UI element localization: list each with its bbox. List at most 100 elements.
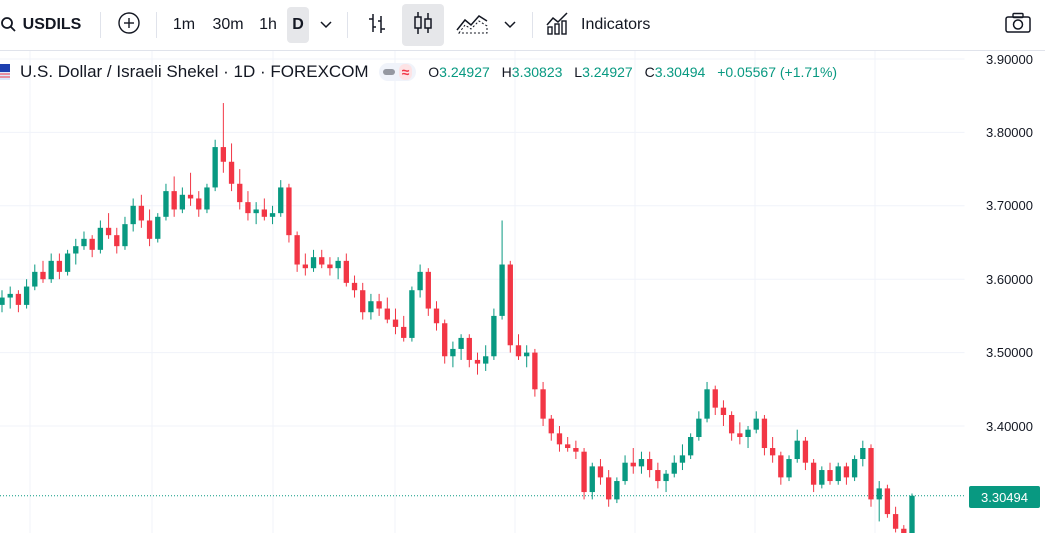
interval-d[interactable]: D xyxy=(287,7,309,43)
area-chart-button[interactable] xyxy=(452,0,492,50)
candle xyxy=(425,268,431,316)
market-status-pill[interactable]: ≈ xyxy=(378,63,417,81)
candle-body xyxy=(827,470,833,482)
candle-body xyxy=(868,448,874,500)
candle xyxy=(228,143,235,192)
chart-type-dropdown-button[interactable] xyxy=(498,0,522,50)
candle-body xyxy=(589,466,595,493)
interval-30m[interactable]: 30m xyxy=(212,16,244,33)
candle-body xyxy=(40,271,46,280)
candle xyxy=(335,257,341,280)
add-symbol-button[interactable] xyxy=(112,0,146,50)
candle-body xyxy=(851,459,858,478)
candle-body xyxy=(483,356,489,364)
candle-body xyxy=(97,227,104,250)
candle xyxy=(171,176,177,217)
symbol-search-button[interactable]: USDILS xyxy=(0,0,86,50)
candle-body xyxy=(171,191,177,210)
candle-body xyxy=(556,433,563,445)
candle-body xyxy=(302,264,308,269)
price-axis-label: 3.60000 xyxy=(986,272,1033,287)
chevron-down-icon xyxy=(320,16,332,34)
candle-body xyxy=(810,462,817,485)
candle xyxy=(384,297,390,324)
candle xyxy=(868,444,874,507)
last-price-tag: 3.30494 xyxy=(969,486,1040,508)
candle xyxy=(417,264,423,298)
indicators-label: Indicators xyxy=(581,16,651,33)
candle xyxy=(245,191,251,221)
candle-body xyxy=(901,528,907,533)
candle xyxy=(565,437,571,452)
candle xyxy=(319,249,325,269)
candle xyxy=(146,209,153,247)
price-axis-label: 3.50000 xyxy=(986,345,1033,360)
bar-chart-button[interactable] xyxy=(360,0,394,50)
candle-body xyxy=(286,187,292,236)
candle-body xyxy=(204,187,210,210)
candle xyxy=(286,183,292,243)
candle xyxy=(728,411,735,441)
search-icon xyxy=(0,16,17,34)
interval-dropdown-button[interactable] xyxy=(314,0,338,50)
chart-grid xyxy=(0,51,966,533)
candle-body xyxy=(417,271,423,291)
candle-body xyxy=(23,286,30,305)
candle-body xyxy=(245,202,251,214)
candle-body xyxy=(507,264,513,346)
interval-1m[interactable]: 1m xyxy=(172,16,196,33)
candle xyxy=(343,253,349,287)
candle xyxy=(646,451,653,478)
candle-body xyxy=(237,183,243,203)
candle-body xyxy=(401,326,407,338)
candles-button[interactable] xyxy=(402,4,444,46)
candle-body xyxy=(491,315,497,357)
symbol-title[interactable]: U.S. Dollar / Israeli Shekel · 1D · FORE… xyxy=(20,62,369,81)
candle xyxy=(548,414,554,441)
candle xyxy=(40,260,46,283)
candle xyxy=(433,301,440,331)
candle-body xyxy=(48,260,54,280)
candle-body xyxy=(310,257,317,269)
candle xyxy=(573,440,579,460)
indicators-button[interactable]: Indicators xyxy=(545,0,665,50)
candle-body xyxy=(335,260,341,269)
price-chart[interactable] xyxy=(0,51,1045,533)
candle xyxy=(81,231,87,250)
ohlc-values: O3.24927 H3.30823 L3.24927 C3.30494 +0.0… xyxy=(428,64,837,80)
candle xyxy=(269,205,276,225)
candle-body xyxy=(442,323,448,357)
candle xyxy=(556,426,563,452)
candle xyxy=(187,172,194,206)
candle-body xyxy=(294,235,300,265)
candle-body xyxy=(319,257,325,265)
candle xyxy=(163,183,169,221)
candle xyxy=(237,169,243,210)
candle xyxy=(105,213,112,239)
candles-layer xyxy=(0,103,915,533)
candle-body xyxy=(876,488,882,500)
close-value: 3.30494 xyxy=(654,64,706,80)
candle-body xyxy=(155,216,161,239)
candle xyxy=(835,462,841,485)
candle-body xyxy=(663,473,669,482)
candle xyxy=(474,352,481,375)
candle xyxy=(655,462,661,489)
screenshot-button[interactable] xyxy=(1000,0,1036,50)
candle xyxy=(606,470,612,507)
interval-1h[interactable]: 1h xyxy=(259,16,277,33)
candle-body xyxy=(105,227,112,236)
candle xyxy=(901,525,907,533)
candle xyxy=(450,341,456,368)
candle xyxy=(671,455,677,478)
candle xyxy=(720,400,727,426)
candle-body xyxy=(794,440,800,460)
divider xyxy=(100,12,101,38)
candle xyxy=(442,319,448,364)
candle xyxy=(696,411,702,441)
candle-body xyxy=(15,293,22,305)
candle xyxy=(376,293,382,316)
divider xyxy=(347,12,348,38)
candle-body xyxy=(843,466,850,478)
candle xyxy=(499,220,505,320)
